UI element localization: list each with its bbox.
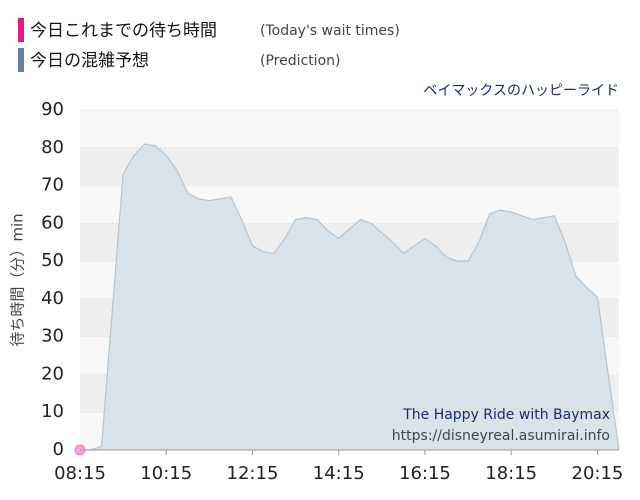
y-axis-label: 待ち時間（分）min — [9, 213, 27, 346]
chart-subtitle: ベイマックスのハッピーライド — [423, 83, 619, 99]
y-tick-label: 0 — [53, 439, 64, 460]
y-tick-label: 30 — [41, 326, 64, 347]
x-tick-label: 10:15 — [140, 463, 192, 484]
x-tick-label: 12:15 — [227, 463, 279, 484]
y-tick-label: 40 — [41, 288, 64, 309]
legend-label: 今日これまでの待ち時間 — [30, 21, 217, 41]
y-tick-label: 80 — [41, 137, 64, 158]
y-tick-label: 50 — [41, 250, 64, 271]
legend-note: (Prediction) — [260, 53, 340, 69]
y-tick-label: 70 — [41, 175, 64, 196]
prediction-area — [80, 144, 619, 450]
y-tick-label: 60 — [41, 212, 64, 233]
x-tick-label: 18:15 — [485, 463, 537, 484]
x-tick-label: 20:15 — [572, 463, 624, 484]
y-tick-label: 20 — [41, 363, 64, 384]
legend-label: 今日の混雑予想 — [30, 51, 149, 71]
x-tick-label: 16:15 — [399, 463, 451, 484]
y-tick-label: 90 — [41, 99, 64, 120]
y-tick-label: 10 — [41, 401, 64, 422]
watermark: The Happy Ride with Baymax — [402, 407, 610, 423]
plot-area: 0 10 20 30 40 50 60 70 80 90 08:15 10:15 12:15 14:15 1… — [41, 99, 623, 484]
legend-swatch — [18, 18, 24, 42]
legend-swatch — [18, 48, 24, 72]
x-tick-label: 08:15 — [54, 463, 106, 484]
prediction-line — [80, 143, 620, 451]
watermark-url: https://disneyreal.asumirai.info — [392, 428, 610, 444]
legend-note: (Today's wait times) — [260, 23, 400, 39]
x-tick-label: 14:15 — [313, 463, 365, 484]
